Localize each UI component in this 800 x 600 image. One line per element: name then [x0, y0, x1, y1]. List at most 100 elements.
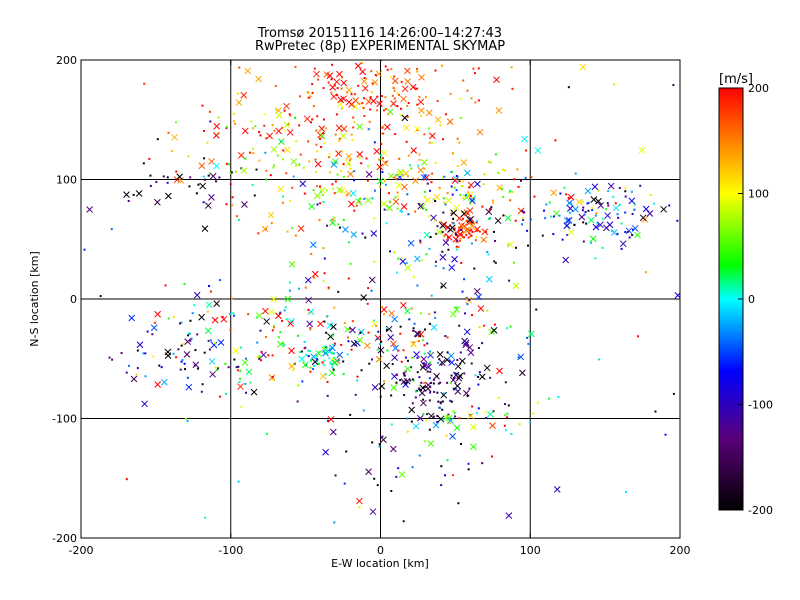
cross-marker-795 — [213, 162, 220, 170]
dot-marker-1355 — [425, 419, 428, 422]
dot-marker-972 — [168, 354, 171, 357]
dot-marker-594 — [639, 184, 642, 187]
dot-marker-771 — [347, 277, 350, 280]
dot-marker-830 — [297, 287, 300, 290]
grid-lines — [81, 60, 680, 538]
cross-marker-739 — [400, 203, 408, 210]
cross-marker-737 — [355, 198, 362, 205]
cross-marker-508 — [451, 255, 458, 263]
x-axis-ticks: -200 -100 0 100 200 — [69, 60, 691, 557]
dot-marker-788 — [166, 181, 169, 184]
cross-marker-395 — [451, 177, 459, 184]
dot-marker-1112 — [409, 379, 412, 382]
cross-marker-792 — [208, 194, 215, 201]
dot-marker-1467 — [367, 287, 370, 290]
dot-marker-113 — [318, 129, 321, 132]
dot-marker-587 — [488, 217, 491, 220]
dot-marker-1261 — [458, 324, 461, 327]
dot-marker-1040 — [328, 357, 331, 360]
dot-marker-872 — [304, 346, 307, 349]
y-tick-label-4: 200 — [56, 54, 77, 67]
cross-marker-70 — [351, 103, 359, 110]
dot-marker-1129 — [432, 382, 435, 385]
dot-marker-1092 — [466, 394, 469, 397]
dot-marker-968 — [428, 313, 431, 316]
dot-marker-460 — [476, 229, 479, 232]
dot-marker-390 — [337, 223, 340, 226]
dot-marker-882 — [230, 297, 233, 300]
dot-marker-1429 — [535, 308, 538, 311]
cross-marker-656 — [604, 212, 612, 219]
cross-marker-917 — [150, 324, 158, 332]
dot-marker-1121 — [429, 391, 432, 394]
dot-marker-232 — [444, 113, 447, 116]
dot-marker-1311 — [217, 367, 220, 370]
dot-marker-932 — [356, 375, 359, 378]
dot-marker-424 — [434, 161, 437, 164]
dot-marker-282 — [252, 152, 255, 155]
dot-marker-505 — [501, 187, 504, 190]
dot-marker-751 — [318, 219, 321, 222]
dot-marker-1296 — [125, 371, 128, 374]
dot-marker-916 — [312, 368, 315, 371]
dot-marker-1288 — [180, 344, 183, 347]
dot-marker-1451 — [251, 183, 254, 186]
dot-marker-1033 — [315, 357, 318, 360]
dot-marker-784 — [195, 192, 198, 195]
dot-marker-750 — [334, 180, 337, 183]
dot-marker-804 — [197, 183, 200, 186]
dot-marker-1034 — [315, 355, 318, 358]
dot-marker-1077 — [437, 382, 440, 385]
cross-marker-730 — [365, 171, 373, 178]
cross-marker-137 — [347, 170, 354, 178]
dot-marker-885 — [396, 374, 399, 377]
dot-marker-6 — [472, 67, 475, 70]
dot-marker-1335 — [475, 411, 478, 414]
dot-marker-1322 — [201, 383, 204, 386]
cross-marker-1413 — [329, 428, 337, 436]
dot-marker-1267 — [466, 303, 469, 306]
dot-marker-249 — [396, 105, 399, 108]
dot-marker-386 — [491, 199, 494, 202]
dot-marker-1240 — [386, 327, 389, 330]
dot-marker-1300 — [144, 375, 147, 378]
cross-marker-966 — [356, 336, 364, 344]
dot-marker-1320 — [183, 362, 186, 365]
dot-marker-376 — [483, 173, 486, 176]
dot-marker-922 — [342, 373, 345, 376]
dot-marker-414 — [414, 210, 417, 213]
dot-marker-309 — [170, 149, 173, 152]
dot-marker-271 — [292, 175, 295, 178]
dot-marker-267 — [217, 116, 220, 119]
dot-marker-575 — [486, 309, 489, 312]
dot-marker-1410 — [343, 482, 346, 485]
dot-marker-1428 — [99, 295, 102, 298]
dot-marker-408 — [469, 194, 472, 197]
dot-marker-445 — [485, 231, 488, 234]
dot-marker-1172 — [478, 371, 481, 374]
x-tick-label-1: -100 — [218, 544, 243, 557]
dot-marker-101 — [525, 149, 528, 152]
dot-marker-353 — [501, 168, 504, 171]
dot-marker-129 — [306, 91, 309, 94]
dot-marker-619 — [588, 201, 591, 204]
dot-marker-1430 — [370, 289, 373, 292]
cross-marker-1054 — [331, 359, 338, 367]
dot-marker-450 — [451, 221, 454, 224]
dot-marker-286 — [225, 127, 228, 130]
dot-marker-403 — [388, 208, 391, 211]
cross-marker-1006 — [270, 295, 278, 303]
dot-marker-1132 — [441, 408, 444, 411]
cross-marker-68 — [429, 132, 436, 140]
dot-marker-913 — [238, 381, 241, 384]
dot-marker-608 — [581, 200, 584, 203]
dot-marker-248 — [392, 86, 395, 89]
dot-marker-691 — [668, 204, 671, 207]
cross-marker-747 — [267, 211, 275, 219]
dot-marker-1046 — [313, 364, 316, 367]
dot-marker-268 — [244, 157, 247, 160]
cross-marker-586 — [453, 204, 460, 212]
cross-marker-351 — [386, 204, 393, 212]
dot-marker-1244 — [468, 298, 471, 301]
cross-marker-1095 — [378, 382, 386, 390]
